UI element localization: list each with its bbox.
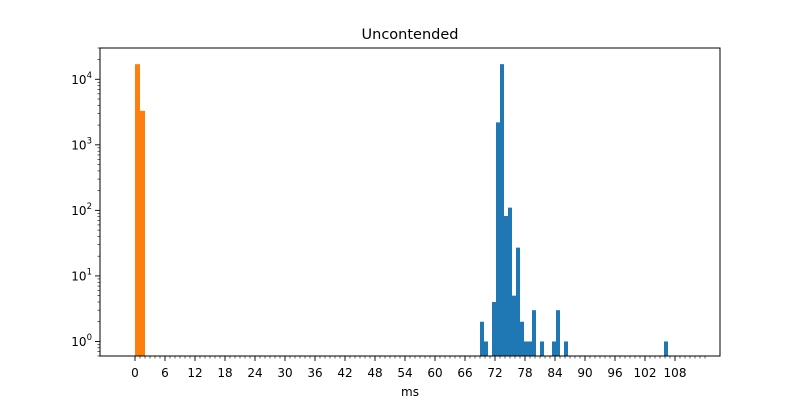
x-tick-label: 0	[131, 366, 139, 380]
histogram-bar	[500, 64, 504, 357]
y-tick-label: 100	[71, 333, 92, 349]
histogram-bar	[504, 216, 508, 356]
histogram-bar	[520, 321, 524, 356]
histogram-bar	[524, 341, 528, 356]
x-tick-label: 72	[487, 366, 502, 380]
x-axis-ticks: 0 6 12 18 24 30 36 42 48 54 60 66 72 78 84 90 96 102 108	[131, 356, 706, 380]
histogram-bar	[140, 110, 145, 356]
y-tick-label: 103	[71, 136, 92, 152]
histogram-bar	[556, 310, 560, 356]
histogram-bar	[496, 122, 500, 356]
x-tick-label: 18	[217, 366, 232, 380]
x-tick-label: 36	[307, 366, 322, 380]
histogram-bar	[528, 341, 532, 356]
y-tick-label: 102	[71, 202, 92, 218]
x-tick-label: 84	[547, 366, 562, 380]
y-axis-ticks: 100 101 102 103 104	[71, 47, 100, 357]
x-tick-label: 90	[577, 366, 592, 380]
x-tick-label: 54	[397, 366, 412, 380]
histogram-bar	[664, 341, 668, 356]
histogram-bar	[532, 310, 536, 356]
y-tick-label: 101	[71, 267, 92, 283]
histogram-bar	[512, 295, 516, 356]
x-tick-label: 108	[664, 366, 687, 380]
x-tick-label: 12	[187, 366, 202, 380]
x-tick-label: 24	[247, 366, 262, 380]
x-axis-label: ms	[401, 385, 419, 399]
histogram-bar	[552, 341, 556, 356]
x-tick-label: 6	[161, 366, 169, 380]
histogram-bar	[564, 341, 568, 356]
histogram-bar	[508, 207, 512, 356]
bars-layer	[135, 64, 668, 357]
x-tick-label: 60	[427, 366, 442, 380]
histogram-bar	[480, 321, 484, 356]
y-tick-label: 104	[71, 71, 92, 87]
x-tick-label: 30	[277, 366, 292, 380]
x-tick-label: 78	[517, 366, 532, 380]
histogram-bar	[492, 302, 496, 356]
histogram-bar	[516, 247, 520, 356]
x-tick-label: 66	[457, 366, 472, 380]
histogram-bar	[484, 341, 488, 356]
chart-title: Uncontended	[362, 27, 459, 43]
x-tick-label: 96	[607, 366, 622, 380]
x-tick-label: 42	[337, 366, 352, 380]
x-tick-label: 48	[367, 366, 382, 380]
histogram-bar	[135, 64, 140, 357]
plot-frame	[99, 47, 721, 357]
x-tick-label: 102	[634, 366, 657, 380]
histogram-bar	[540, 341, 544, 356]
